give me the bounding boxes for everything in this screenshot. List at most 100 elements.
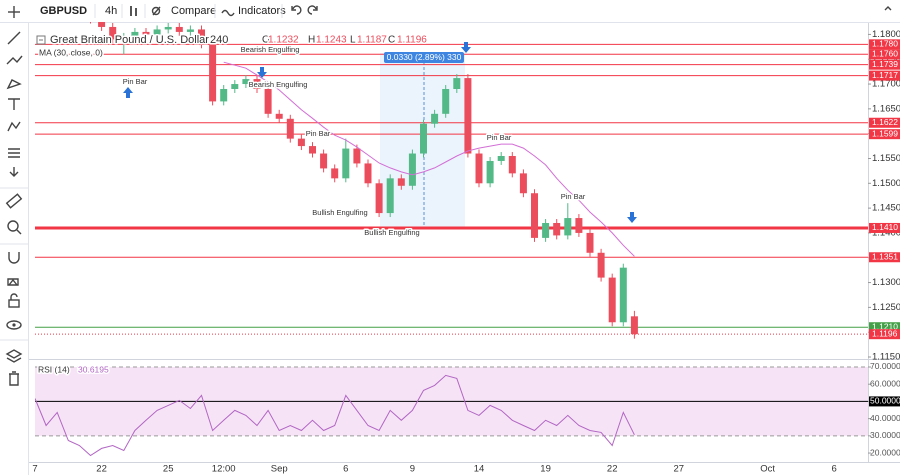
undo-button[interactable] [291, 5, 302, 15]
candle-body [242, 79, 250, 85]
chart-style-button[interactable] [130, 6, 137, 16]
rsi-pane [35, 366, 868, 457]
arrow-down [257, 67, 267, 78]
lock-tool[interactable] [8, 293, 20, 308]
candle-body [564, 218, 572, 236]
pattern-label: Bearish Engulfing [241, 45, 300, 54]
price-tag-label: 1.1599 [872, 128, 898, 138]
pattern-label: Pin Bar [561, 192, 586, 201]
arrow-tool[interactable] [9, 167, 19, 177]
main-pane [35, 22, 868, 339]
trend-line-tool[interactable] [7, 31, 21, 45]
candle-body [286, 118, 294, 139]
price-tag [869, 70, 900, 81]
candle-body [120, 36, 128, 40]
ruler-tool[interactable] [5, 193, 23, 209]
collapse-button[interactable] [884, 6, 892, 11]
candle-body [397, 178, 405, 186]
compare-icon[interactable] [151, 6, 161, 16]
prediction-tool[interactable] [8, 148, 20, 158]
y-tick-label: 50.0000 [870, 396, 900, 406]
indicators-button[interactable]: Indicators [238, 5, 286, 17]
candle-body [486, 160, 494, 184]
indicators-icon[interactable] [221, 9, 235, 17]
remove-drawings[interactable] [9, 371, 19, 386]
pattern-label: Pin Bar [123, 77, 148, 86]
magnet-tool[interactable] [8, 252, 20, 264]
y-tick-label: 1.1800 [872, 29, 900, 40]
price-tag-label: 1.1410 [872, 222, 898, 232]
pattern-label: Pin Bar [306, 129, 331, 138]
crosshair-tool[interactable] [8, 6, 20, 18]
price-tag-label: 1.1739 [872, 59, 898, 69]
x-tick-label: Oct [760, 464, 775, 475]
price-tag-label: 1.1717 [872, 70, 898, 80]
candle-body [309, 146, 316, 154]
left-toolbar [0, 23, 28, 475]
candle-body [386, 178, 394, 214]
candle-body [175, 26, 183, 32]
price-tag [869, 322, 900, 333]
symbol[interactable]: GBPUSD [40, 5, 87, 17]
price-tag [869, 329, 900, 340]
x-tick-label: 14 [474, 464, 485, 475]
candle-body [198, 29, 205, 45]
xabcd-tool[interactable] [7, 121, 21, 132]
brush-tool[interactable] [6, 79, 22, 90]
y-tick-label: 1.1450 [872, 203, 900, 214]
measure-label-box [384, 52, 464, 63]
candle-body [142, 31, 150, 35]
candle-body [209, 44, 217, 102]
y-tick-label: 1.1250 [872, 302, 900, 313]
candle-body [619, 267, 627, 323]
candle-body [408, 153, 416, 186]
candle-body [630, 316, 638, 335]
redo-button[interactable] [307, 5, 318, 15]
text-tool[interactable] [8, 98, 20, 110]
zoom-tool[interactable] [7, 220, 22, 235]
compare-button[interactable]: Compare [171, 5, 216, 17]
pattern-tool[interactable] [6, 55, 23, 65]
arrow-down [627, 212, 637, 223]
candle-body [342, 148, 350, 179]
price-tag [869, 129, 900, 140]
ohlc-value: 1.1243 [316, 35, 347, 46]
object-tree[interactable] [5, 349, 23, 363]
price-tag [869, 252, 900, 263]
candle-body [497, 156, 505, 161]
ohlc-key: L [350, 35, 356, 46]
candle-body [153, 29, 161, 35]
pattern-label: Pin Bar [487, 133, 512, 142]
ohlc-key: O [262, 35, 270, 46]
rsi-value: 30.6195 [78, 364, 109, 374]
legend-collapse[interactable] [36, 35, 46, 45]
candle-body [331, 168, 339, 179]
x-tick-label: 22 [96, 464, 107, 475]
ohlc-value: 1.1196 [397, 35, 427, 46]
y-tick-label: 20.0000 [870, 447, 900, 457]
price-tag [869, 117, 900, 128]
candle-body [542, 223, 550, 238]
candle-body [475, 153, 483, 184]
candle-body [364, 163, 372, 184]
rsi-legend: RSI (14) [38, 364, 70, 374]
series-resolution: 240 [210, 34, 228, 46]
x-tick-label: 25 [163, 464, 174, 475]
candle-body [253, 79, 261, 90]
candle-body [431, 113, 439, 124]
stay-in-drawing-tool[interactable] [7, 278, 19, 286]
price-tag-label: 1.1196 [872, 328, 898, 338]
y-tick-label: 60.0000 [870, 378, 900, 388]
top-toolbar [0, 0, 900, 22]
x-tick-label: 6 [343, 464, 348, 475]
interval[interactable]: 4h [105, 5, 117, 17]
price-tag-label: 1.1760 [872, 49, 898, 59]
measure-label: 0.0330 (2.89%) 330 [387, 52, 462, 62]
visibility-tool[interactable] [6, 320, 22, 330]
price-tag-label: 1.1622 [872, 117, 898, 127]
ohlc-key: H [308, 35, 315, 46]
price-tag-label: 1.1351 [872, 251, 898, 261]
candle-body [375, 183, 383, 214]
candle-body [320, 153, 328, 169]
